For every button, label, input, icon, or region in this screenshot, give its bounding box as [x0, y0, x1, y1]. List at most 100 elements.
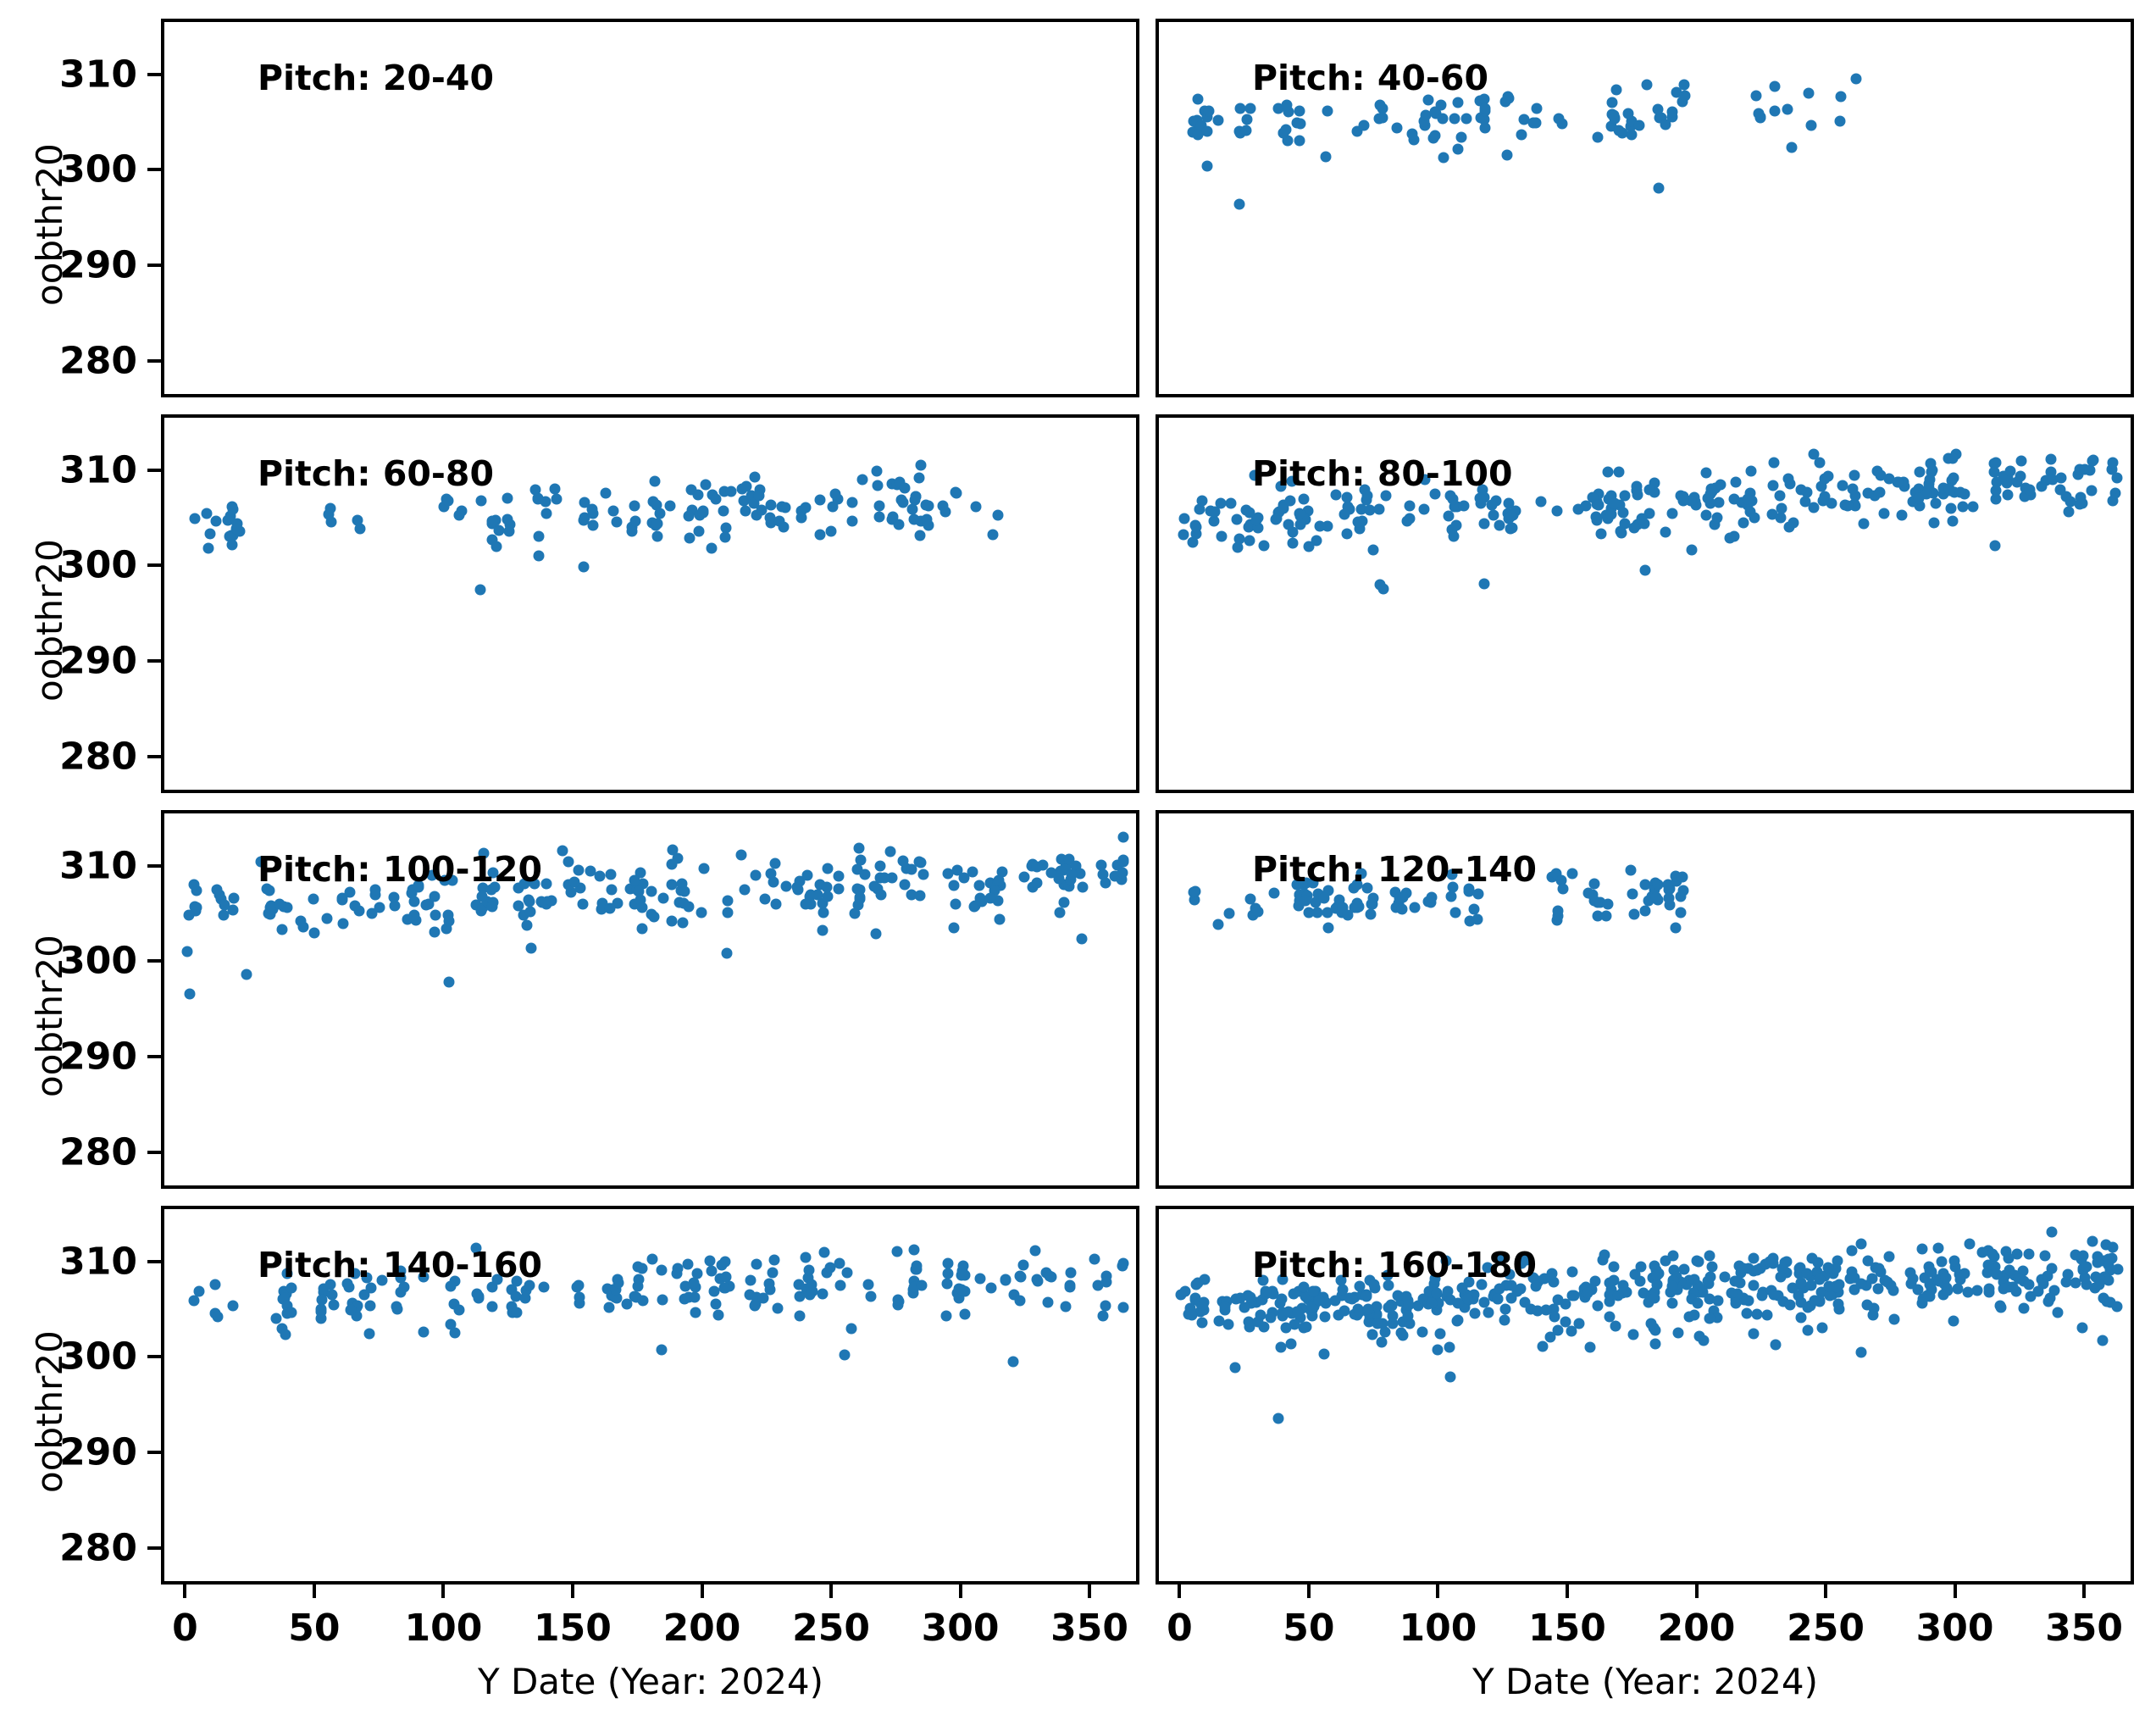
data-point — [629, 1290, 640, 1302]
data-point — [227, 904, 239, 916]
data-point — [1848, 1284, 1860, 1296]
data-point — [1835, 91, 1847, 103]
data-point — [801, 869, 813, 881]
data-point — [1527, 1272, 1539, 1284]
data-point — [413, 880, 424, 891]
data-point — [1300, 895, 1311, 907]
data-point — [1469, 1307, 1481, 1319]
plot-surface-pitch-100-120[interactable] — [164, 813, 1136, 1185]
data-point — [1066, 869, 1078, 880]
data-point — [219, 899, 230, 911]
data-point — [1712, 1295, 1724, 1307]
data-point — [1803, 87, 1815, 99]
plot-surface-pitch-80-100[interactable] — [1159, 418, 2131, 790]
data-point — [518, 878, 530, 890]
subplot-pitch-40-60: Pitch: 40-60 — [1156, 19, 2134, 397]
data-point — [719, 1282, 731, 1294]
data-point — [1518, 114, 1530, 125]
data-point — [1178, 513, 1190, 524]
data-point — [1704, 1313, 1715, 1324]
data-point — [1478, 518, 1490, 530]
data-point — [524, 896, 535, 907]
data-point — [818, 1246, 830, 1258]
data-point — [1878, 508, 1890, 519]
data-point — [1896, 509, 1908, 521]
data-point — [204, 528, 216, 540]
data-point — [1595, 528, 1607, 540]
data-point — [794, 1310, 806, 1322]
data-point — [478, 847, 490, 859]
data-point — [270, 1313, 282, 1324]
data-point — [1244, 893, 1256, 905]
data-point — [1751, 1308, 1763, 1320]
data-point — [2007, 1281, 2019, 1293]
data-point — [1667, 1250, 1679, 1261]
data-point — [648, 911, 660, 923]
data-point — [1704, 488, 1716, 500]
yaxis-title-row-2: oobthr20 — [29, 934, 70, 1097]
data-point — [1239, 1302, 1250, 1313]
data-point — [1042, 1296, 1054, 1308]
plot-surface-pitch-60-80[interactable] — [164, 418, 1136, 790]
data-point — [1812, 1257, 1824, 1268]
data-point — [1322, 105, 1333, 117]
data-point — [967, 866, 978, 878]
data-point — [626, 525, 638, 537]
data-point — [1216, 530, 1228, 542]
data-point — [540, 878, 552, 890]
data-point — [846, 497, 858, 508]
data-point — [1678, 79, 1690, 91]
data-point — [1212, 114, 1224, 126]
data-point — [1431, 1287, 1443, 1299]
data-point — [1573, 1318, 1585, 1329]
xtick-label-pitch-140-160-300: 300 — [921, 1607, 1000, 1650]
data-point — [388, 891, 400, 903]
data-point — [1916, 1297, 1928, 1309]
data-point — [2107, 457, 2119, 469]
data-point — [1592, 910, 1604, 922]
data-point — [1478, 93, 1490, 105]
plot-surface-pitch-140-160[interactable] — [164, 1209, 1136, 1581]
data-point — [803, 1264, 815, 1276]
data-point — [1409, 902, 1421, 913]
data-point — [1775, 1271, 1787, 1283]
data-point — [1018, 871, 1030, 883]
data-point — [1793, 1290, 1804, 1302]
data-point — [1730, 1297, 1742, 1309]
data-point — [1333, 894, 1345, 906]
data-point — [1847, 1271, 1859, 1283]
plot-surface-pitch-120-140[interactable] — [1159, 813, 2131, 1185]
ytick-mark-pitch-100-120-310 — [147, 863, 161, 868]
data-point — [834, 1257, 845, 1269]
data-point — [218, 909, 230, 921]
data-point — [1874, 486, 1886, 498]
data-point — [1199, 1274, 1211, 1285]
plot-surface-pitch-40-60[interactable] — [1159, 22, 2131, 394]
data-point — [698, 863, 710, 874]
data-point — [1445, 891, 1457, 902]
data-point — [1749, 512, 1760, 524]
data-point — [607, 505, 619, 517]
data-point — [1215, 497, 1227, 509]
data-point — [1420, 109, 1432, 121]
data-point — [563, 856, 574, 868]
data-point — [1434, 1328, 1446, 1340]
data-point — [1366, 1329, 1378, 1340]
data-point — [712, 1309, 724, 1321]
data-point — [1887, 1285, 1899, 1296]
data-point — [1971, 1285, 1983, 1296]
data-point — [1776, 502, 1787, 514]
data-point — [1751, 1264, 1763, 1276]
data-point — [1795, 1277, 1807, 1289]
data-point — [1776, 1263, 1788, 1274]
data-point — [297, 921, 309, 933]
data-point — [1257, 1274, 1269, 1286]
data-point — [1280, 1322, 1292, 1334]
data-point — [682, 1258, 694, 1270]
plot-surface-pitch-160-180[interactable] — [1159, 1209, 2131, 1581]
xtick-label-pitch-140-160-200: 200 — [662, 1607, 741, 1650]
data-point — [1715, 479, 1726, 491]
data-point — [1076, 933, 1088, 945]
data-point — [1548, 1276, 1560, 1288]
